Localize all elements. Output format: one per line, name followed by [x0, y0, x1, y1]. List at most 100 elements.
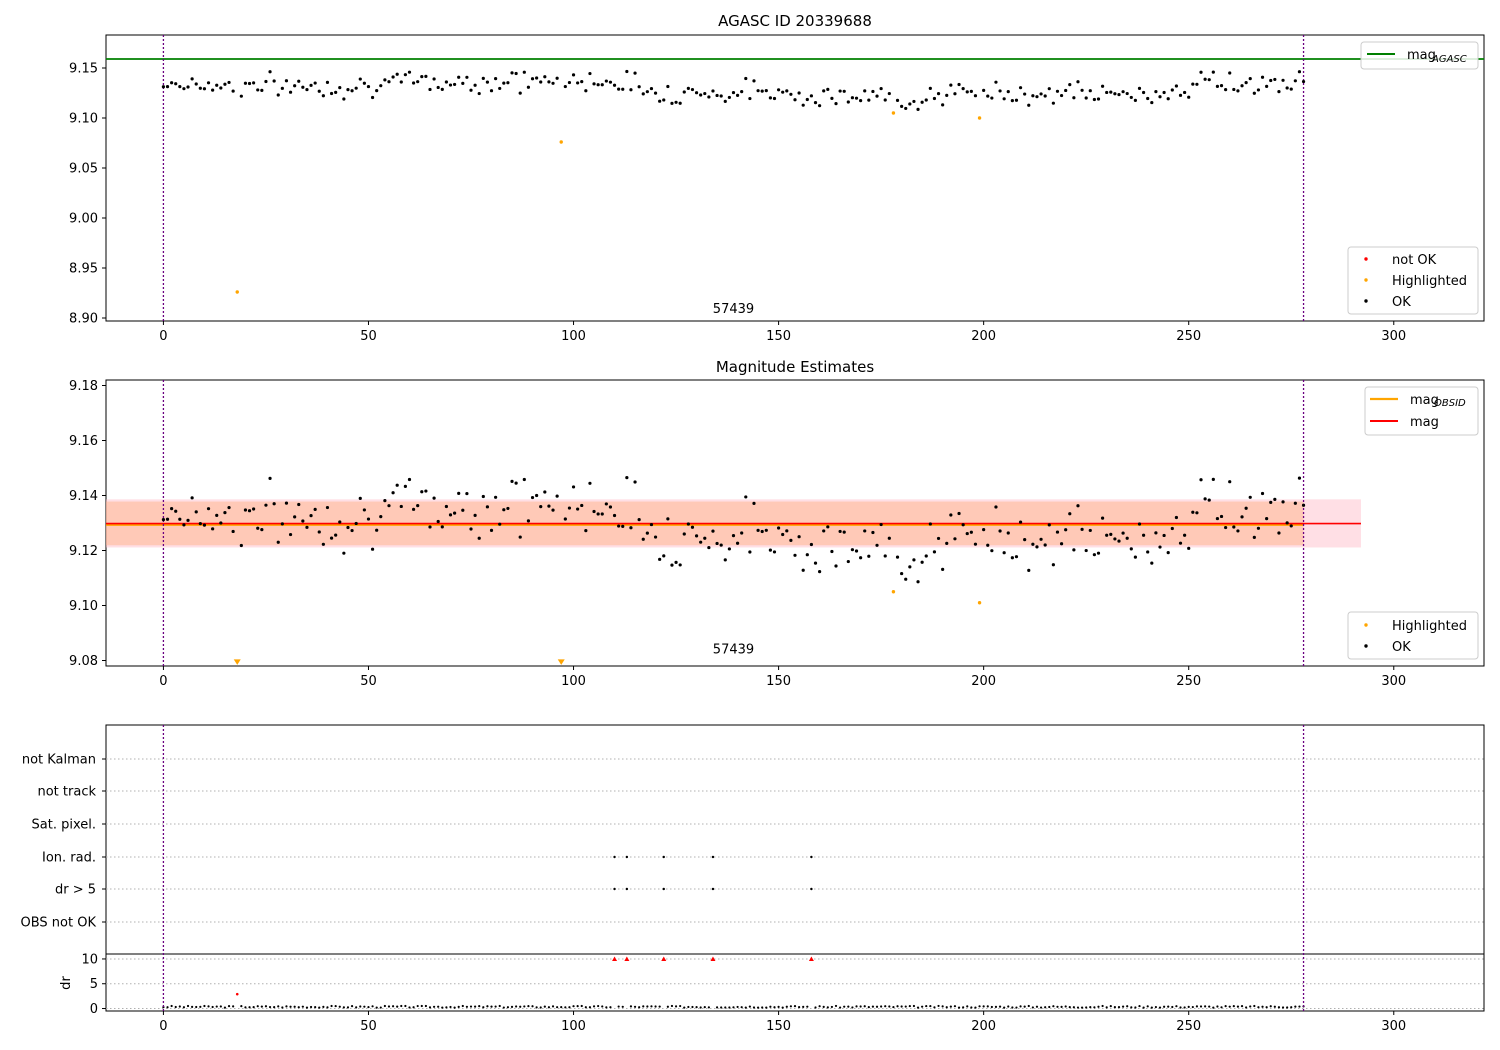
- p3-dr-point: [432, 1005, 436, 1008]
- p3-dr-point: [646, 1005, 649, 1008]
- p1-ok-point: [272, 79, 276, 83]
- p2-ok-point: [571, 485, 576, 489]
- p2-ok-point: [735, 541, 740, 545]
- p1-ok-point: [215, 83, 219, 87]
- p2-ok-point: [703, 536, 707, 540]
- p3-dr-point: [822, 1005, 825, 1008]
- p3-dr-point: [309, 1005, 313, 1009]
- p2-ok-point: [206, 507, 211, 511]
- p2-ok-point: [354, 521, 358, 526]
- p2-ok-point: [178, 517, 182, 521]
- p2-title: Magnitude Estimates: [716, 358, 874, 376]
- p1-ok-point: [383, 78, 387, 82]
- p3-dr-point: [1257, 1006, 1260, 1009]
- p2-ok-point: [403, 484, 407, 488]
- p2-ok-point: [293, 515, 297, 519]
- p3-dr-point: [945, 1006, 948, 1009]
- p3-dr-point: [551, 1005, 555, 1008]
- p2-ok-point: [1096, 551, 1101, 555]
- p2-ok-point: [789, 538, 793, 542]
- p2-highlighted-point: [891, 590, 896, 594]
- p3-x-tick-label-5: 250: [1176, 1019, 1201, 1034]
- p2-ok-point: [1125, 536, 1129, 540]
- p3-dr-point: [170, 1004, 173, 1008]
- p1-ok-point: [764, 89, 768, 93]
- p3-flag-point: [662, 855, 665, 859]
- p3-dr-point: [1175, 1005, 1178, 1008]
- p1-ok-point: [1273, 77, 1277, 82]
- p3-dr-point: [1126, 1005, 1129, 1008]
- p2-ok-point: [633, 480, 637, 484]
- p1-ok-point: [1084, 96, 1088, 100]
- p3-dr-point: [506, 1006, 510, 1009]
- p2-ok-point: [649, 522, 654, 527]
- p2-x-tick-label-3: 150: [766, 674, 791, 689]
- p2-ok-point: [1014, 555, 1019, 559]
- p2-ok-point: [202, 523, 207, 527]
- p2-ok-point: [481, 494, 485, 499]
- p1-ok-point: [1297, 70, 1302, 74]
- p2-ok-point: [645, 531, 649, 535]
- p2-legend-label-0: mag: [1410, 393, 1439, 408]
- p1-ok-point: [219, 86, 223, 90]
- p3-dr-point: [892, 1005, 895, 1009]
- p2-ok-point: [399, 504, 403, 509]
- p2-ok-point: [428, 525, 432, 529]
- p3-dr-outlier: [710, 956, 716, 961]
- p2-ok-point: [1047, 523, 1051, 527]
- p2-ok-point: [871, 530, 875, 535]
- p2-ok-point: [707, 545, 711, 550]
- p2-x-tick-label-4: 200: [971, 674, 996, 689]
- p3-dr-point: [1281, 1006, 1285, 1009]
- p1-ok-point: [850, 96, 855, 100]
- p1-ok-point: [625, 69, 629, 74]
- p3-dr-point: [535, 1006, 538, 1009]
- p2-ok-point: [1289, 524, 1293, 528]
- p3-dr-point: [1150, 1006, 1153, 1009]
- p3-flag-point: [711, 855, 715, 859]
- p1-ok-point: [895, 98, 900, 102]
- p2-ok-point: [781, 532, 785, 537]
- p3-dr-point: [687, 1005, 690, 1009]
- p3-dr-point: [843, 1005, 846, 1008]
- p3-dr-outlier: [624, 956, 630, 961]
- p1-legend-marker-2: [1364, 299, 1368, 303]
- p2-ok-point: [301, 519, 305, 523]
- p1-ok-point: [1183, 90, 1187, 95]
- p3-dr-point: [301, 1005, 304, 1008]
- p2-ok-point: [391, 491, 395, 495]
- p3-dr-point: [1044, 1006, 1047, 1009]
- p1-ok-point: [1154, 89, 1158, 94]
- p2-ok-point: [699, 540, 703, 544]
- p1-ok-point: [231, 89, 235, 93]
- p2-ok-point: [256, 526, 260, 530]
- p2-ok-point: [424, 489, 428, 493]
- p1-ok-point: [617, 87, 621, 91]
- p3-dr-point: [531, 1005, 534, 1008]
- p2-ok-point: [859, 556, 863, 560]
- p3-dr-point: [601, 1005, 604, 1008]
- p3-dr-point: [1076, 1006, 1080, 1009]
- p1-ok-point: [288, 90, 293, 94]
- p2-ok-point: [1072, 548, 1076, 552]
- p3-x-tick-label-2: 100: [561, 1019, 586, 1034]
- p2-ok-point: [744, 495, 748, 499]
- p1-ok-point: [961, 87, 965, 91]
- p1-ok-point: [1018, 86, 1023, 90]
- p1-ok-point: [986, 94, 990, 98]
- p3-dr-point: [449, 1005, 452, 1009]
- p2-ok-point: [674, 560, 678, 564]
- p2-legend-entry-0: Highlighted: [1392, 619, 1467, 634]
- p1-ok-point: [334, 90, 338, 95]
- p1-ok-point: [723, 99, 727, 104]
- p3-dr-point: [260, 1005, 263, 1008]
- p1-ok-point: [612, 83, 617, 87]
- p2-ok-point: [1224, 525, 1228, 530]
- p1-ok-point: [1117, 92, 1121, 97]
- p3-dr-point: [998, 1005, 1002, 1008]
- p1-ok-point: [424, 74, 428, 78]
- p3-dr-point: [691, 1005, 694, 1009]
- p1-ok-point: [1076, 80, 1080, 84]
- p1-ok-point: [1240, 84, 1244, 88]
- p2-ok-point: [530, 495, 535, 500]
